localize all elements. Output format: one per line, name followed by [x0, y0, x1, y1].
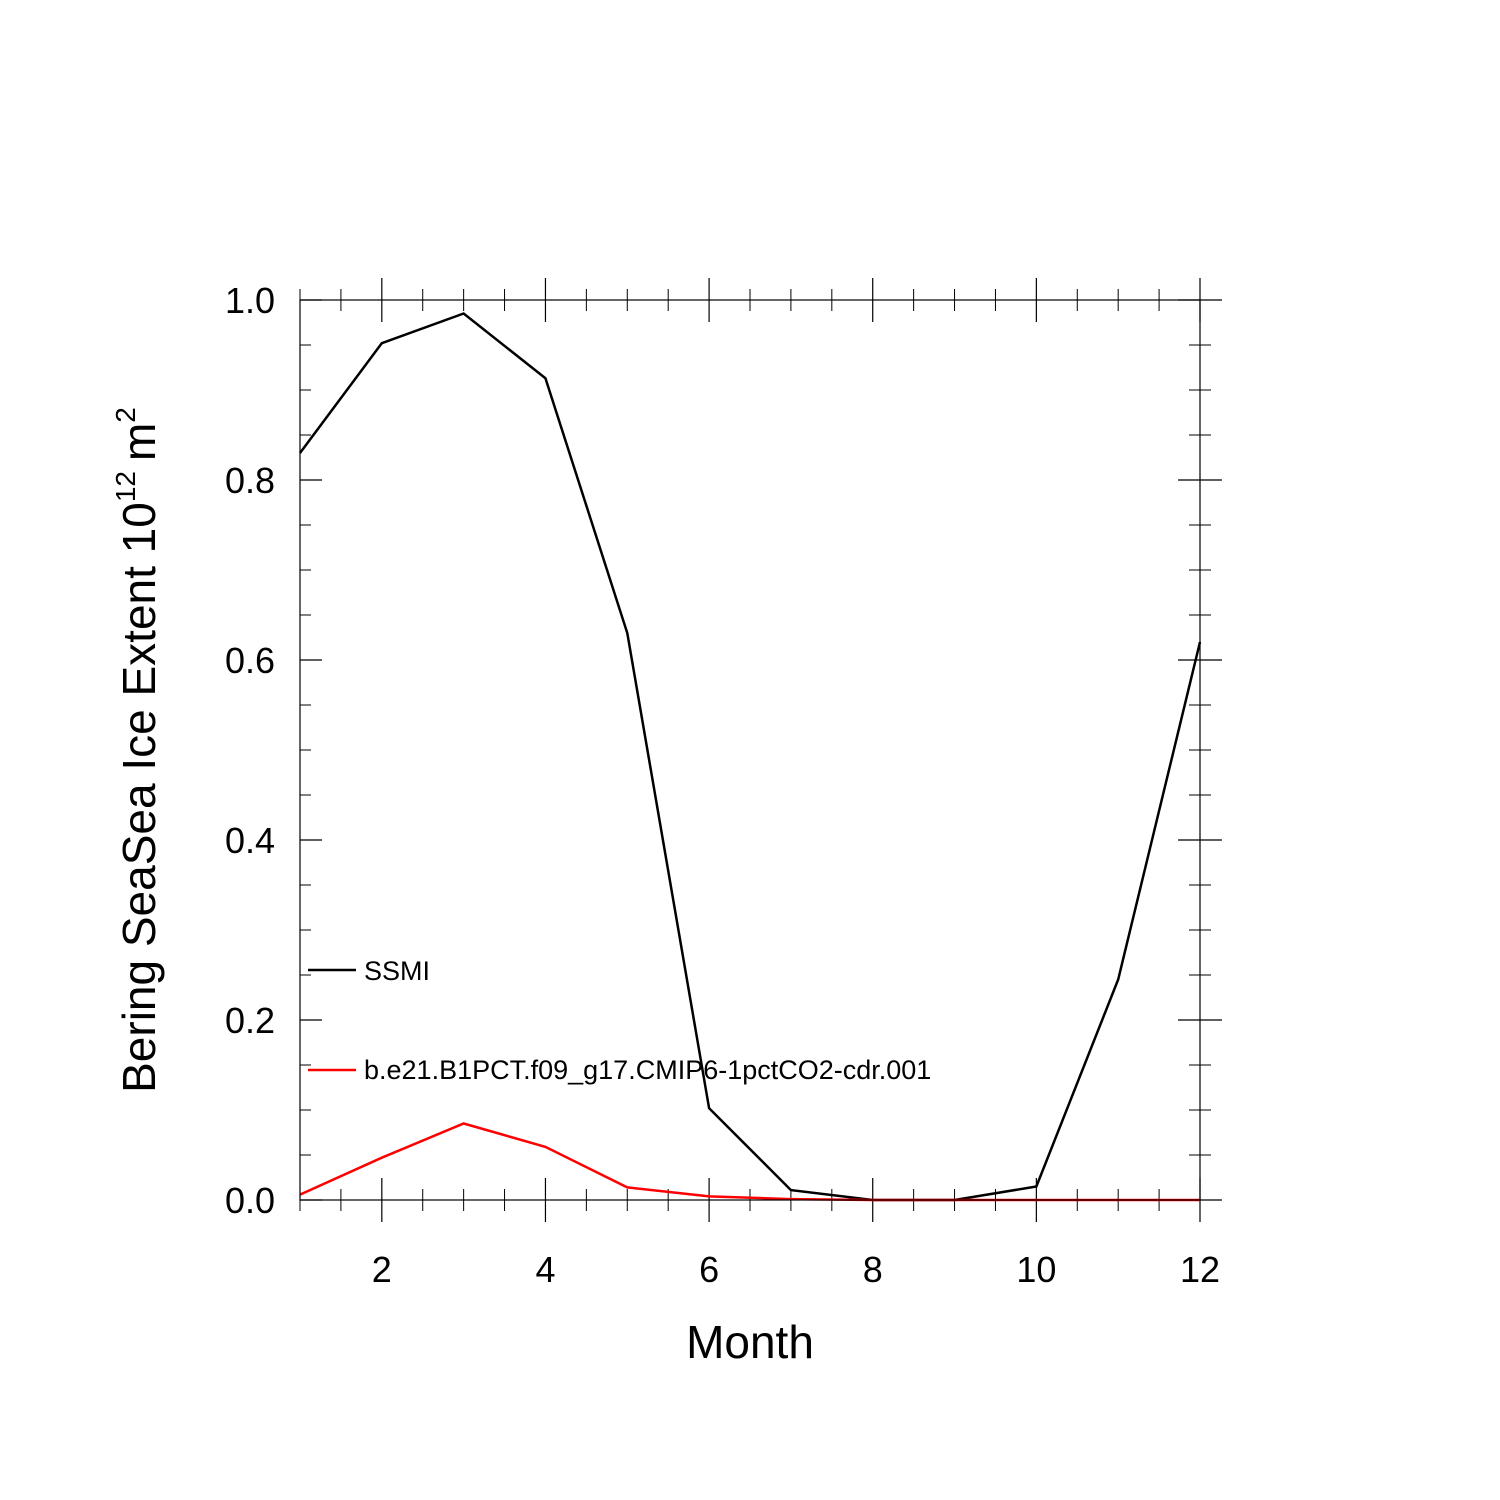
x-tick-label: 6: [699, 1249, 719, 1290]
y-tick-label: 0.4: [225, 820, 275, 861]
y-axis-title-unit-exponent: 2: [110, 407, 141, 423]
y-tick-label: 0.8: [225, 460, 275, 501]
x-axis-title: Month: [686, 1316, 814, 1368]
series-line-ssmi: [298, 312, 1202, 1202]
y-axis-title-exponent: 12: [110, 471, 141, 502]
plot-frame: [299, 299, 1201, 1201]
y-axis-title-main: Bering SeaSea Ice Extent 10: [113, 502, 165, 1093]
y-tick-label: 1.0: [225, 280, 275, 321]
legend-label-model: b.e21.B1PCT.f09_g17.CMIP6-1pctCO2-cdr.00…: [364, 1055, 931, 1085]
x-tick-label: 4: [535, 1249, 555, 1290]
axis-tick-labels: 2 4 6 8 10 12 0.0 0.2 0.4 0.6 0.8 1.0: [225, 280, 1220, 1290]
legend: SSMI b.e21.B1PCT.f09_g17.CMIP6-1pctCO2-c…: [308, 956, 931, 1085]
y-axis-title: Bering SeaSea Ice Extent 1012 m2: [110, 407, 165, 1093]
y-tick-label: 0.6: [225, 640, 275, 681]
x-tick-label: 12: [1180, 1249, 1220, 1290]
x-tick-label: 2: [372, 1249, 392, 1290]
y-tick-label: 0.0: [225, 1180, 275, 1221]
y-tick-label: 0.2: [225, 1000, 275, 1041]
legend-label-ssmi: SSMI: [364, 956, 430, 986]
x-tick-label: 10: [1016, 1249, 1056, 1290]
x-tick-label: 8: [863, 1249, 883, 1290]
y-axis-title-unit: m: [113, 423, 165, 461]
